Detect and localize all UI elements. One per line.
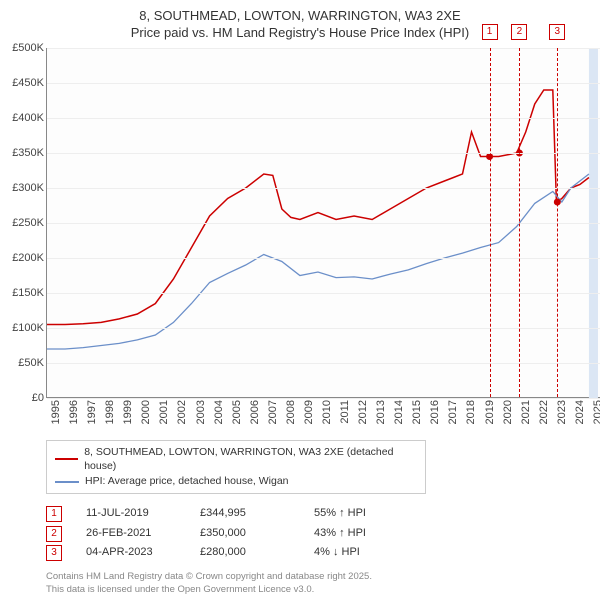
event-price: £344,995 bbox=[200, 504, 290, 524]
x-tick-label: 2003 bbox=[195, 400, 207, 424]
series-line bbox=[47, 90, 589, 325]
x-tick-label: 2020 bbox=[502, 400, 514, 424]
x-tick-label: 2009 bbox=[303, 400, 315, 424]
y-tick-label: £250K bbox=[12, 217, 44, 229]
event-delta: 43% ↑ HPI bbox=[314, 524, 404, 544]
title-line-1: 8, SOUTHMEAD, LOWTON, WARRINGTON, WA3 2X… bbox=[8, 8, 592, 25]
x-tick-label: 2019 bbox=[484, 400, 496, 424]
x-tick-label: 2015 bbox=[411, 400, 423, 424]
chart-container: 8, SOUTHMEAD, LOWTON, WARRINGTON, WA3 2X… bbox=[0, 0, 600, 590]
event-marker-badge: 2 bbox=[511, 24, 527, 40]
x-tick-label: 2012 bbox=[357, 400, 369, 424]
footnote-line-1: Contains HM Land Registry data © Crown c… bbox=[46, 571, 592, 583]
y-tick-label: £350K bbox=[12, 147, 44, 159]
legend-row: 8, SOUTHMEAD, LOWTON, WARRINGTON, WA3 2X… bbox=[55, 445, 417, 474]
x-tick-label: 1995 bbox=[50, 400, 62, 424]
x-tick-label: 2008 bbox=[285, 400, 297, 424]
x-tick-label: 1998 bbox=[104, 400, 116, 424]
event-marker-line bbox=[490, 48, 491, 397]
x-tick-label: 2011 bbox=[339, 400, 351, 424]
x-tick-label: 2022 bbox=[538, 400, 550, 424]
footnote: Contains HM Land Registry data © Crown c… bbox=[46, 571, 592, 596]
x-tick-label: 1996 bbox=[68, 400, 80, 424]
event-marker-line bbox=[519, 48, 520, 397]
y-tick-label: £300K bbox=[12, 182, 44, 194]
event-badge: 1 bbox=[46, 506, 62, 522]
x-tick-label: 1997 bbox=[86, 400, 98, 424]
x-tick-label: 2001 bbox=[158, 400, 170, 424]
event-delta: 4% ↓ HPI bbox=[314, 543, 404, 563]
y-tick-label: £50K bbox=[18, 357, 44, 369]
x-tick-label: 2021 bbox=[520, 400, 532, 424]
legend-label-2: HPI: Average price, detached house, Wiga… bbox=[85, 474, 289, 489]
events-table: 1 11-JUL-2019 £344,995 55% ↑ HPI 2 26-FEB-202… bbox=[46, 504, 592, 563]
y-tick-label: £150K bbox=[12, 287, 44, 299]
x-tick-label: 2005 bbox=[231, 400, 243, 424]
event-price: £350,000 bbox=[200, 524, 290, 544]
x-tick-label: 1999 bbox=[122, 400, 134, 424]
plot-area: £0£50K£100K£150K£200K£250K£300K£350K£400… bbox=[46, 48, 600, 398]
x-tick-label: 2023 bbox=[556, 400, 568, 424]
event-date: 04-APR-2023 bbox=[86, 543, 176, 563]
event-marker-badge: 1 bbox=[482, 24, 498, 40]
x-tick-label: 2002 bbox=[176, 400, 188, 424]
x-tick-label: 2007 bbox=[267, 400, 279, 424]
series-line bbox=[47, 174, 589, 349]
event-row: 2 26-FEB-2021 £350,000 43% ↑ HPI bbox=[46, 524, 592, 544]
event-marker-badge: 3 bbox=[549, 24, 565, 40]
x-tick-label: 2016 bbox=[429, 400, 441, 424]
legend-row: HPI: Average price, detached house, Wiga… bbox=[55, 474, 417, 489]
chart-title: 8, SOUTHMEAD, LOWTON, WARRINGTON, WA3 2X… bbox=[8, 8, 592, 42]
x-tick-label: 2000 bbox=[140, 400, 152, 424]
legend-label-1: 8, SOUTHMEAD, LOWTON, WARRINGTON, WA3 2X… bbox=[84, 445, 417, 474]
event-row: 3 04-APR-2023 £280,000 4% ↓ HPI bbox=[46, 543, 592, 563]
x-tick-label: 2025 bbox=[592, 400, 600, 424]
x-tick-label: 2014 bbox=[393, 400, 405, 424]
y-tick-label: £450K bbox=[12, 77, 44, 89]
event-date: 26-FEB-2021 bbox=[86, 524, 176, 544]
y-tick-label: £500K bbox=[12, 42, 44, 54]
event-price: £280,000 bbox=[200, 543, 290, 563]
event-marker-line bbox=[557, 48, 558, 397]
event-date: 11-JUL-2019 bbox=[86, 504, 176, 524]
x-tick-label: 2024 bbox=[574, 400, 586, 424]
y-tick-label: £100K bbox=[12, 322, 44, 334]
event-badge: 3 bbox=[46, 545, 62, 561]
legend-swatch-1 bbox=[55, 458, 78, 460]
title-line-2: Price paid vs. HM Land Registry's House … bbox=[8, 25, 592, 42]
x-tick-label: 2017 bbox=[447, 400, 459, 424]
x-tick-label: 2018 bbox=[465, 400, 477, 424]
event-delta: 55% ↑ HPI bbox=[314, 504, 404, 524]
y-tick-label: £400K bbox=[12, 112, 44, 124]
x-tick-label: 2006 bbox=[249, 400, 261, 424]
event-row: 1 11-JUL-2019 £344,995 55% ↑ HPI bbox=[46, 504, 592, 524]
y-tick-label: £0 bbox=[32, 392, 44, 404]
event-badge: 2 bbox=[46, 526, 62, 542]
x-tick-label: 2004 bbox=[213, 400, 225, 424]
y-tick-label: £200K bbox=[12, 252, 44, 264]
x-tick-label: 2010 bbox=[321, 400, 333, 424]
legend: 8, SOUTHMEAD, LOWTON, WARRINGTON, WA3 2X… bbox=[46, 440, 426, 494]
legend-swatch-2 bbox=[55, 481, 79, 483]
x-tick-label: 2013 bbox=[375, 400, 387, 424]
